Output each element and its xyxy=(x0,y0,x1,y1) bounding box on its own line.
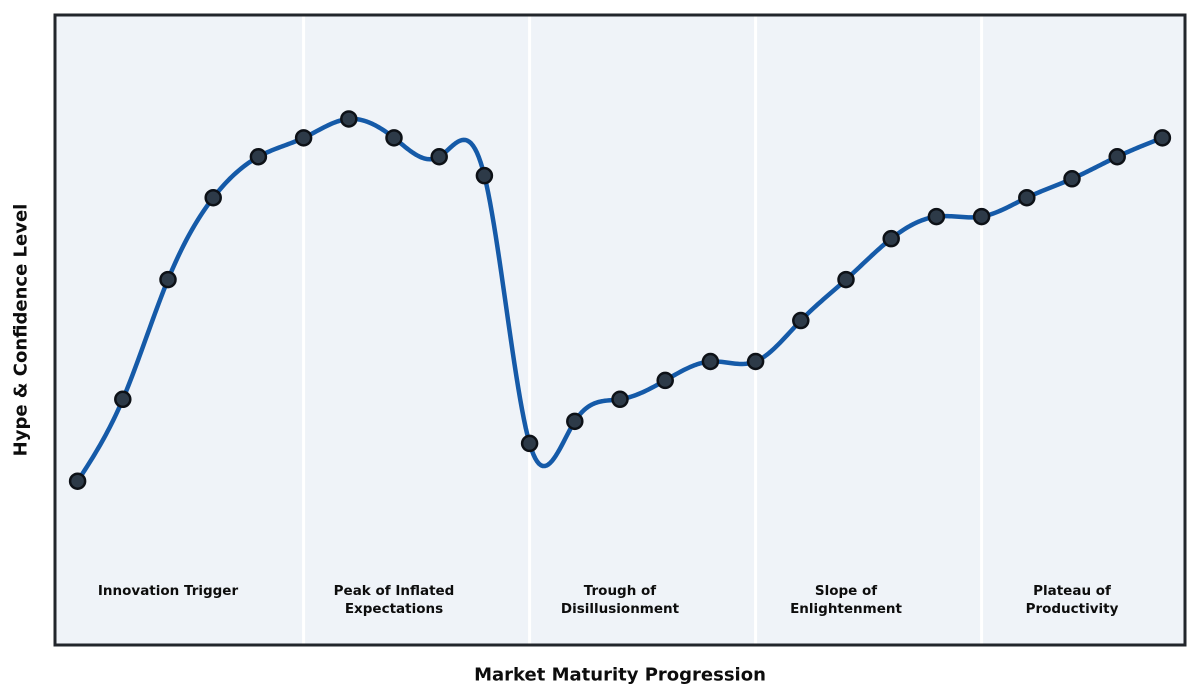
data-point-marker xyxy=(1153,129,1172,147)
data-point-marker xyxy=(294,129,313,147)
data-point-marker xyxy=(114,390,132,409)
phase-label-innovation-trigger: Innovation Trigger xyxy=(97,583,239,599)
data-point-marker xyxy=(430,148,448,166)
phase-label-peak-of-inflated-expectations: Peak of Inflated Expectations xyxy=(333,583,455,617)
data-point-marker xyxy=(520,434,539,453)
phase-label-slope-of-enlightenment: Slope of Enlightenment xyxy=(790,583,902,617)
data-point-marker xyxy=(972,207,991,226)
data-point-marker xyxy=(701,352,720,371)
data-point-marker xyxy=(927,207,946,226)
data-point-marker xyxy=(204,188,222,207)
y-axis-label: Hype & Confidence Level xyxy=(10,203,32,457)
data-point-marker xyxy=(792,311,810,330)
data-point-marker xyxy=(566,412,584,431)
data-point-marker xyxy=(159,270,177,289)
plot-area xyxy=(55,15,1185,645)
data-point-marker xyxy=(68,472,87,490)
data-point-marker xyxy=(1018,188,1036,207)
data-point-marker xyxy=(656,371,674,390)
data-point-marker xyxy=(1108,148,1126,166)
data-point-marker xyxy=(475,166,494,185)
data-point-marker xyxy=(611,390,629,409)
data-point-marker xyxy=(385,129,403,147)
phase-label-plateau-of-productivity: Plateau of Productivity xyxy=(1025,583,1119,617)
data-point-marker xyxy=(340,110,358,128)
data-point-marker xyxy=(882,229,900,248)
x-axis-label: Market Maturity Progression xyxy=(474,664,766,686)
data-point-marker xyxy=(837,270,855,289)
phase-label-trough-of-disillusionment: Trough of Disillusionment xyxy=(560,583,680,617)
data-point-marker xyxy=(1063,170,1081,188)
data-point-marker xyxy=(746,352,765,371)
data-point-marker xyxy=(249,148,268,166)
axes-border xyxy=(53,13,1187,647)
